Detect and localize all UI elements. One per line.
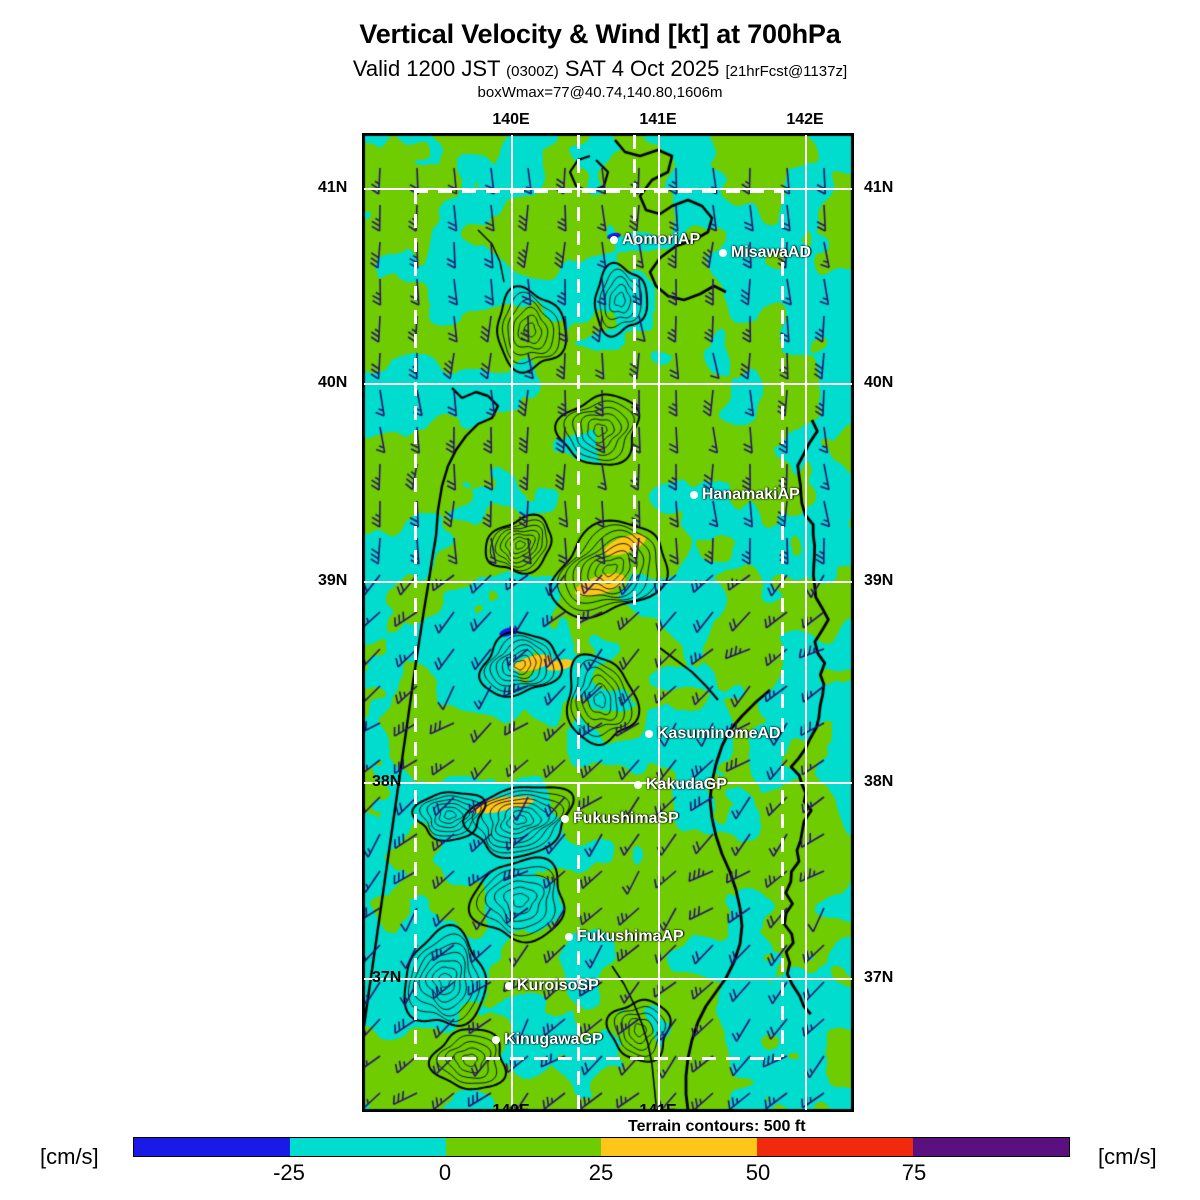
station-dot-icon <box>645 730 653 738</box>
colorbar-segment-3 <box>601 1138 758 1156</box>
lat-label-inside-38N: 38N <box>372 773 402 790</box>
graticule-lon-140E <box>511 135 513 1110</box>
station-dot-icon <box>561 815 569 823</box>
colorbar-tick-75: 75 <box>901 1160 927 1185</box>
station-aomoriap[interactable]: AomoriAP <box>610 231 700 249</box>
valid-time-line: Valid 1200 JST (0300Z) SAT 4 Oct 2025 [2… <box>0 55 1200 81</box>
box-wmax-annotation: boxWmax=77@40.74,140.80,1606m <box>477 83 723 101</box>
colorbar-segment-0 <box>134 1138 290 1156</box>
valid-utc: (0300Z) <box>506 62 559 80</box>
graticule-lat-40N <box>364 383 852 385</box>
colorbar-segment-5 <box>913 1138 1069 1156</box>
station-label: KakudaGP <box>646 776 727 793</box>
station-dot-icon <box>690 491 698 499</box>
lat-label-left-41N: 41N <box>318 179 348 196</box>
lon-label-top-142E: 142E <box>786 111 824 128</box>
station-label: HanamakiAP <box>702 486 800 503</box>
station-dot-icon <box>492 1036 500 1044</box>
title-block: Vertical Velocity & Wind [kt] at 700hPa … <box>0 0 1200 101</box>
dashed-secondary-meridian <box>633 135 636 615</box>
lat-label-inside-37N: 37N <box>372 969 402 986</box>
vertical-velocity-field <box>364 135 852 1110</box>
colorbar-unit-right: [cm/s] <box>1098 1144 1157 1169</box>
colorbar-segment-1 <box>289 1138 446 1156</box>
map-panel[interactable]: 140E 141E 38N 37N AomoriAP MisawaAD HanamakiA… <box>362 133 854 1112</box>
lon-label-top-141E: 141E <box>639 111 677 128</box>
lon-label-top-140E: 140E <box>492 111 530 128</box>
lat-label-left-39N: 39N <box>318 572 348 589</box>
colorbar-tick-25: 25 <box>588 1160 614 1185</box>
station-label: KinugawaGP <box>504 1031 603 1048</box>
page-title: Vertical Velocity & Wind [kt] at 700hPa <box>359 19 841 49</box>
lon-label-bottom-141E: 141E <box>639 1102 677 1112</box>
dashed-box-top <box>414 190 781 193</box>
graticule-lat-39N <box>364 581 852 583</box>
terrain-contour-note: Terrain contours: 500 ft <box>628 1118 806 1135</box>
graticule-lon-141E <box>658 135 660 1110</box>
colorbar-unit-left: [cm/s] <box>40 1144 99 1169</box>
lat-label-right-39N: 39N <box>864 572 894 589</box>
station-dot-icon <box>505 982 513 990</box>
station-kuroisosp[interactable]: KuroisoSP <box>505 977 599 995</box>
station-kinugawagp[interactable]: KinugawaGP <box>492 1031 603 1049</box>
colorbar-tick-0: 0 <box>438 1160 452 1185</box>
dashed-box-bottom <box>414 1057 781 1060</box>
lat-label-right-37N: 37N <box>864 969 894 986</box>
forecast-tag: [21hrFcst@1137z] <box>725 62 848 80</box>
lon-label-bottom-140E: 140E <box>492 1102 530 1112</box>
colorbar-panel: Terrain contours: 500 ft [cm/s] [cm/s] -… <box>0 1118 1200 1200</box>
dashed-box-right <box>781 190 784 1057</box>
lat-label-right-40N: 40N <box>864 374 894 391</box>
graticule-lat-41N <box>364 188 852 190</box>
colorbar-segment-2 <box>445 1138 602 1156</box>
station-kakudagp[interactable]: KakudaGP <box>634 776 727 794</box>
station-dot-icon <box>610 236 618 244</box>
graticule-lat-37N <box>364 978 852 980</box>
colorbar-tick--25: -25 <box>273 1160 305 1185</box>
station-dot-icon <box>565 933 573 941</box>
station-label: FukushimaAP <box>577 928 684 945</box>
station-label: MisawaAD <box>731 244 812 261</box>
station-fukushimasp[interactable]: FukushimaSP <box>561 810 679 828</box>
colorbar-segment-4 <box>757 1138 914 1156</box>
valid-date: SAT 4 Oct 2025 <box>564 55 726 81</box>
valid-prefix: Valid 1200 JST <box>352 55 507 81</box>
dashed-center-meridian <box>577 135 580 1110</box>
lat-label-right-38N: 38N <box>864 773 894 790</box>
station-dot-icon <box>634 781 642 789</box>
station-dot-icon <box>719 249 727 257</box>
station-kasuminomead[interactable]: KasuminomeAD <box>645 725 781 743</box>
colorbar[interactable] <box>133 1137 1070 1157</box>
station-label: KasuminomeAD <box>657 725 781 742</box>
graticule-lat-38N <box>364 782 852 784</box>
station-fukushimaap[interactable]: FukushimaAP <box>565 928 684 946</box>
lat-label-right-41N: 41N <box>864 179 894 196</box>
colorbar-tick-50: 50 <box>745 1160 771 1185</box>
station-misawaad[interactable]: MisawaAD <box>719 244 811 262</box>
graticule-lon-142E <box>805 135 807 1110</box>
lat-label-left-40N: 40N <box>318 374 348 391</box>
station-hanamakiap[interactable]: HanamakiAP <box>690 486 800 504</box>
station-label: KuroisoSP <box>517 977 599 994</box>
station-label: FukushimaSP <box>573 810 679 827</box>
station-label: AomoriAP <box>622 231 701 248</box>
dashed-box-left <box>414 190 417 1057</box>
